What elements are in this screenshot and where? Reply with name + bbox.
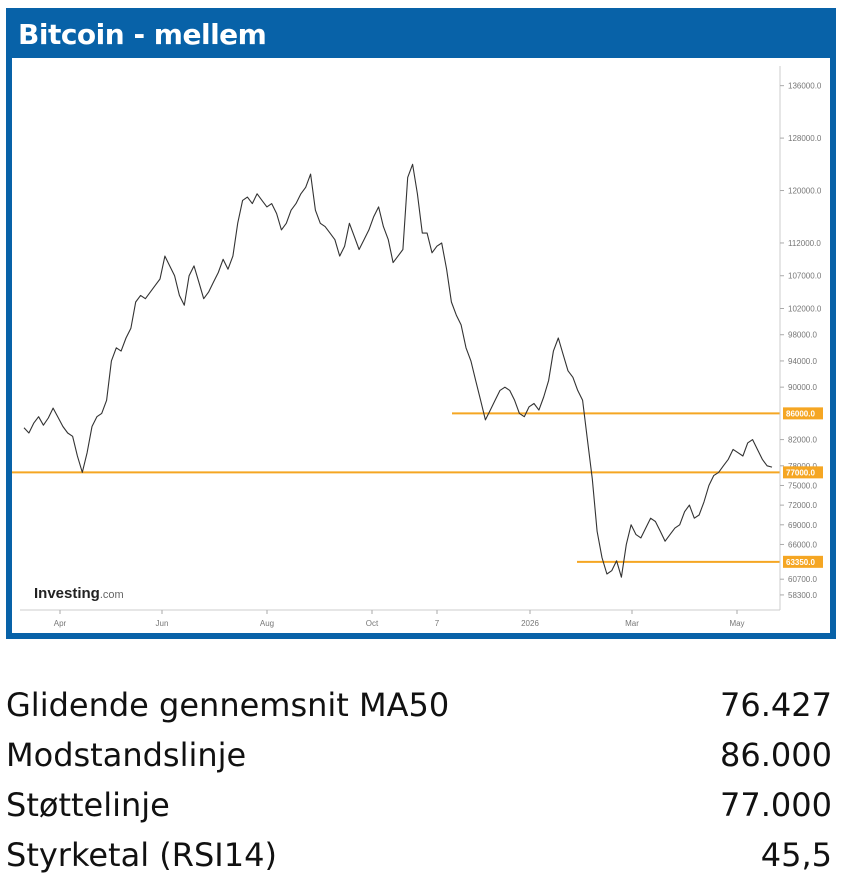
y-tick-label: 120000.0	[788, 187, 822, 196]
x-tick-label: Mar	[625, 619, 639, 628]
y-tick-label: 75000.0	[788, 481, 817, 490]
x-tick-label: May	[729, 619, 744, 628]
stat-label: Modstandslinje	[6, 736, 247, 774]
stat-label: Styrketal (RSI14)	[6, 836, 277, 874]
y-tick-label: 107000.0	[788, 272, 822, 281]
chart-area: 136000.0 128000.0 120000.0 112000.0 107000.0…	[12, 58, 830, 633]
y-tick-label: 60700.0	[788, 575, 817, 584]
x-tick-label: Oct	[366, 619, 379, 628]
x-axis-ticks: Apr Jun Aug Oct 7 2026 Mar May	[54, 610, 745, 628]
stat-label: Støttelinje	[6, 786, 170, 824]
stat-label: Glidende gennemsnit MA50	[6, 686, 450, 724]
stat-row: Støttelinje 77.000	[6, 780, 832, 830]
y-tick-label: 90000.0	[788, 383, 817, 392]
price-chart: 136000.0 128000.0 120000.0 112000.0 107000.0…	[12, 66, 823, 628]
y-tick-label: 78000.0	[788, 462, 817, 471]
level-label: 86000.0	[786, 409, 815, 418]
brand-suffix: .com	[100, 589, 124, 601]
y-tick-label: 98000.0	[788, 331, 817, 340]
y-tick-label: 94000.0	[788, 357, 817, 366]
stat-value: 77.000	[720, 786, 832, 824]
level-labels: 86000.0 77000.0 63350.0	[783, 407, 823, 568]
price-line	[23, 163, 773, 578]
x-tick-label: 2026	[521, 619, 539, 628]
level-label-box	[783, 407, 823, 420]
y-tick-label: 58300.0	[788, 591, 817, 600]
level-label-box	[783, 555, 823, 568]
y-axis-ticks: 136000.0 128000.0 120000.0 112000.0 107000.0…	[780, 82, 822, 600]
y-tick-label: 128000.0	[788, 134, 822, 143]
level-label: 77000.0	[786, 468, 815, 477]
y-tick-label: 72000.0	[788, 501, 817, 510]
y-tick-label: 69000.0	[788, 521, 817, 530]
y-tick-label: 112000.0	[788, 239, 821, 248]
chart-panel: Bitcoin - mellem 136000.0 128000.0 120000.…	[6, 8, 836, 639]
chart-title: Bitcoin - mellem	[18, 18, 267, 51]
level-label: 63350.0	[786, 558, 815, 567]
stat-value: 76.427	[720, 686, 832, 724]
x-tick-label: Aug	[260, 619, 274, 628]
stat-row: Glidende gennemsnit MA50 76.427	[6, 680, 832, 730]
x-tick-label: Apr	[54, 619, 67, 628]
stat-row: Styrketal (RSI14) 45,5	[6, 830, 832, 880]
stat-value: 45,5	[760, 836, 832, 874]
y-tick-label: 82000.0	[788, 436, 817, 445]
stat-value: 86.000	[720, 736, 832, 774]
stat-row: Modstandslinje 86.000	[6, 730, 832, 780]
level-lines	[12, 412, 780, 563]
x-tick-label: 7	[435, 619, 440, 628]
brand-logo: Investing.com	[34, 585, 124, 602]
y-tick-label: 136000.0	[788, 82, 822, 91]
stats-table: Glidende gennemsnit MA50 76.427 Modstandsl…	[6, 680, 832, 880]
y-tick-label: 102000.0	[788, 305, 822, 314]
y-tick-label: 66000.0	[788, 540, 817, 549]
level-label-box	[783, 466, 823, 479]
x-tick-label: Jun	[156, 619, 169, 628]
brand-name: Investing	[34, 585, 100, 602]
